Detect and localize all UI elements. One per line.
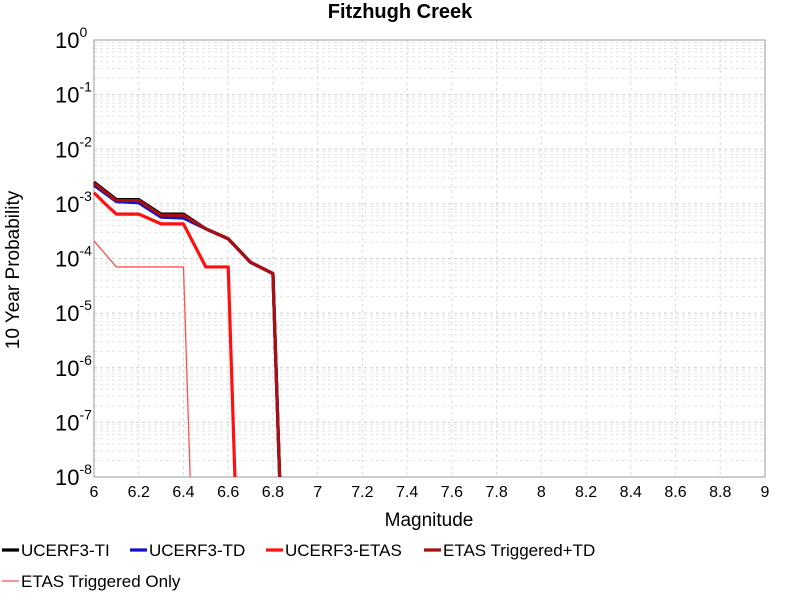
series-line-2 [92, 191, 237, 478]
legend-label-2: UCERF3-ETAS [285, 541, 402, 560]
legend-label-3: ETAS Triggered+TD [443, 541, 595, 560]
x-tick-label: 7 [313, 484, 322, 501]
x-tick-label: 6.4 [172, 484, 194, 501]
chart-title: Fitzhugh Creek [328, 1, 473, 23]
x-tick-label: 7.2 [351, 484, 373, 501]
y-tick-label: 100 [55, 24, 87, 53]
legend-label-4: ETAS Triggered Only [21, 572, 181, 591]
x-tick-label: 8 [537, 484, 546, 501]
x-tick-label: 9 [761, 484, 770, 501]
x-tick-label: 8.4 [620, 484, 642, 501]
legend-label-1: UCERF3-TD [149, 541, 245, 560]
y-tick-label: 10-1 [55, 79, 92, 108]
x-tick-label: 7.8 [485, 484, 507, 501]
x-tick-label: 8.2 [575, 484, 597, 501]
x-tick-label: 7.4 [396, 484, 418, 501]
series-lines [92, 180, 282, 478]
x-tick-label: 6.6 [217, 484, 239, 501]
x-tick-label: 8.6 [664, 484, 686, 501]
series-line-3 [93, 181, 282, 478]
x-axis-ticks: 6 6.2 6.4 6.6 6.8 7 7.2 7.4 7.6 7.8 8 8.2 8.4 8.6 8.8 9 [90, 484, 770, 501]
x-tick-label: 8.8 [709, 484, 731, 501]
x-tick-label: 7.6 [441, 484, 463, 501]
y-axis-label: 10 Year Probability [3, 190, 24, 349]
legend: UCERF3-TI UCERF3-TD UCERF3-ETAS ETAS Trigge… [2, 541, 595, 591]
y-axis-ticks: 100 10-1 10-2 10-3 10-4 10-5 10-6 10-7 10-8 [55, 24, 92, 490]
x-tick-label: 6.8 [262, 484, 284, 501]
y-tick-label: 10-7 [55, 406, 92, 435]
x-axis-label: Magnitude [385, 510, 474, 531]
y-tick-label: 10-5 [55, 297, 92, 326]
y-tick-label: 10-8 [55, 461, 92, 490]
legend-label-0: UCERF3-TI [21, 541, 110, 560]
y-tick-label: 10-2 [55, 133, 92, 162]
y-tick-label: 10-3 [55, 188, 92, 217]
y-tick-label: 10-6 [55, 352, 92, 381]
series-line-4 [93, 240, 191, 478]
x-tick-label: 6.2 [128, 484, 150, 501]
grid [93, 39, 766, 478]
y-tick-label: 10-4 [55, 243, 92, 272]
plot-area [93, 39, 766, 478]
x-tick-label: 6 [90, 484, 99, 501]
